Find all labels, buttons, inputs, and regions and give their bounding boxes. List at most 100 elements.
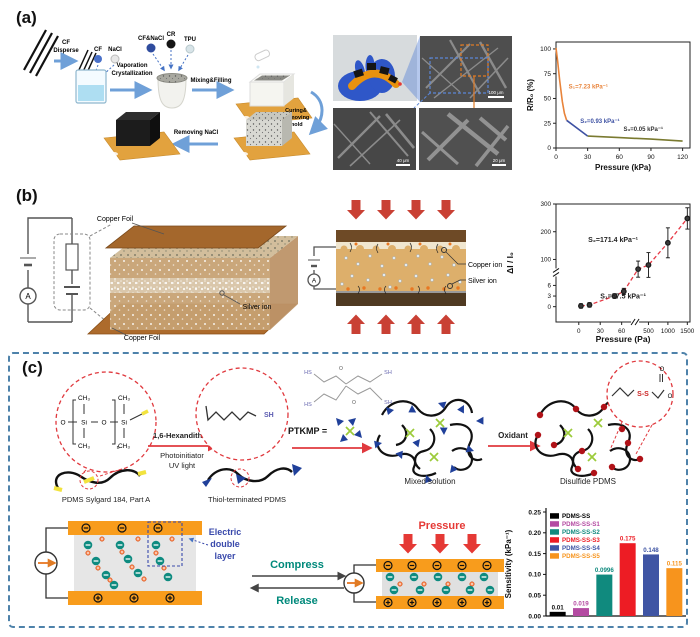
annotation: S₂=171.4 kPa⁻¹: [588, 237, 638, 244]
copper-foil-top-label: Copper Foil: [97, 216, 134, 223]
pressure-label: Pressure: [418, 520, 465, 532]
legend-swatch: [550, 553, 559, 559]
y-tick-label: 0.25: [528, 509, 541, 516]
salt-composite-on-substrate: [233, 112, 311, 161]
y-tick-label: 0: [547, 304, 551, 311]
legend-swatch: [550, 513, 559, 519]
chart-resistance-vs-pressure: 0 30 60 90 120 0 25 50 75 100 S₁=7.23 kPa⁻¹ S₂=0.93…: [526, 41, 691, 172]
vinyl-end: [137, 470, 147, 476]
migration-curves: [349, 242, 447, 295]
legend-swatch: [550, 537, 559, 543]
edl-label-3: layer: [214, 551, 236, 561]
x-axis-label: Pressure (kPa): [595, 163, 651, 172]
thiol-pdms-chain: [207, 467, 293, 483]
chem-ch3: CH₃: [78, 395, 90, 402]
bar-PDMS-SS-S1: [573, 608, 589, 616]
resistor-symbol: [65, 243, 79, 271]
y-tick-label: 0.05: [528, 593, 541, 600]
chem-sh: SH: [264, 412, 274, 419]
chem-hs: HS: [304, 370, 312, 376]
mixing-label: Mixing&Filling: [191, 78, 232, 84]
bar-value-label: 0.01: [552, 604, 565, 611]
bar-PDMS-SS-S5: [666, 568, 683, 616]
bar-value-label: 0.115: [667, 561, 683, 568]
annotation: S₂=0.93 kPa⁻¹: [580, 118, 619, 125]
tpu-ball: [185, 44, 195, 54]
panel-c-border: [8, 352, 688, 628]
cr-ball: [166, 39, 176, 49]
porous-sensor-on-substrate: [103, 112, 181, 161]
nacl-ball: [110, 54, 120, 64]
copper-ion-leader: [445, 251, 466, 265]
chem-n-subscript: n: [117, 445, 120, 451]
cfnacl-ball: [146, 43, 156, 53]
edl-pointer: [188, 537, 209, 546]
disulfide-pdms-blob: [534, 398, 644, 477]
relaxed-device: [68, 521, 202, 605]
chart-sensitivity-bars: 0.00 0.05 0.10 0.15 0.20 0.25 0.01 0.019 0.0996 0…: [504, 508, 686, 620]
sem-image-1: 100 μm: [420, 36, 512, 102]
chem-ch3: CH₃: [118, 395, 130, 402]
top-copper-foil: [104, 225, 288, 249]
bar-PDMS-SS-S2: [596, 574, 613, 616]
ptkmp-icon: [336, 418, 362, 442]
y-tick-label: 25: [544, 120, 552, 127]
series-S2 region: [566, 119, 589, 137]
panel-b-label: (b): [16, 186, 38, 205]
cf-ball-label: CF: [94, 47, 102, 53]
chem-o: O: [60, 420, 65, 427]
legend-label: PDMS-SS-S2: [562, 529, 600, 536]
chem-o: O: [101, 420, 106, 427]
legend-label: PDMS-SS-S3: [562, 537, 600, 544]
y-axis-label: R/R₀ (%): [526, 79, 535, 111]
sem2-scalebar-label: 40 μm: [397, 158, 410, 163]
legend-swatch: [550, 545, 559, 551]
chart-current-vs-pressure: 0 30 60 500 1000 1500 0 3 6 100 200 300 S₂=171.4 kPa…: [505, 201, 695, 344]
y-tick-label: 3: [547, 293, 551, 300]
source-meter-2: [343, 564, 376, 603]
curing-arrow: [308, 90, 328, 136]
x-tick-label: 0: [554, 154, 558, 161]
sensor-photo: [333, 35, 417, 101]
y-tick-label: 100: [540, 257, 551, 264]
chem-ch3: CH₃: [118, 443, 130, 450]
roi-zoom-line: [413, 92, 431, 109]
series-S1 region: [555, 47, 568, 121]
chem-sh: SH: [384, 400, 392, 406]
ammeter-symbol: [307, 273, 321, 287]
legend-label: PDMS-SS: [562, 513, 590, 520]
silver-ion-label: Silver ion: [243, 304, 272, 311]
x-tick-label: 60: [616, 154, 624, 161]
removing-nacl-label: Removing NaCl: [174, 130, 219, 136]
data-point: [664, 239, 671, 246]
fabrication-process-diagram: CF Disperse CF NaCl Vaporation Crystalli…: [23, 29, 328, 161]
cfnacl-ball-label: CF&NaCl: [138, 36, 164, 42]
y-tick-label: 200: [540, 229, 551, 236]
panel-a-label: (a): [16, 8, 37, 27]
carbon-fiber-bundle: [23, 29, 59, 77]
silver-ion-label: Silver ion: [468, 278, 497, 285]
circuit-wires: [313, 246, 336, 290]
tpu-ball-label: TPU: [184, 37, 196, 43]
zoom-connectors: [89, 223, 113, 327]
iontronic-device-diagram: Electric double layer Compress Release P…: [34, 520, 504, 609]
dropper: [254, 49, 271, 69]
sem1-scalebar-label: 100 μm: [488, 90, 503, 95]
edl-box: [147, 521, 183, 567]
x-tick-label: 30: [584, 154, 592, 161]
bar-value-label: 0.175: [620, 536, 636, 543]
chem-sh: SH: [384, 370, 392, 376]
copper-foil-bottom-line: [111, 327, 127, 336]
cf-disperse-label-2: Disperse: [53, 48, 79, 54]
y-tick-label: 100: [540, 46, 551, 53]
bar-value-label: 0.019: [573, 601, 589, 608]
y-axis-label: ΔI / I₀: [505, 252, 515, 274]
chem-hs: HS: [304, 402, 312, 408]
legend-label: PDMS-SS-S1: [562, 521, 600, 528]
x-tick-label: 1000: [661, 328, 676, 335]
data-point: [684, 215, 691, 222]
y-tick-label: 0.10: [528, 572, 541, 579]
copper-foil-top-line: [131, 222, 165, 235]
pdms-structure-circle: CH₃ CH₃ CH₃ CH₃ Si Si O O n: [55, 371, 157, 473]
compressed-sensor-schematic: A Copper ion Silver ion: [307, 200, 502, 334]
